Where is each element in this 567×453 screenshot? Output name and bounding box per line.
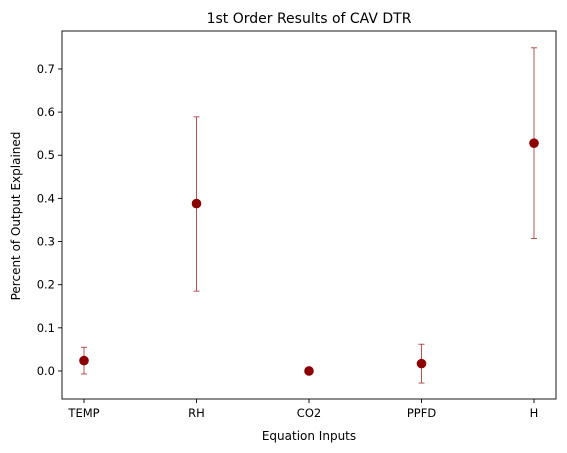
y-tick-label: 0.5	[37, 148, 55, 162]
x-tick-label: RH	[188, 406, 205, 420]
y-tick-label: 0.6	[37, 105, 55, 119]
y-tick-label: 0.1	[37, 321, 55, 335]
y-tick-label: 0.0	[37, 364, 55, 378]
x-tick-label: PPFD	[407, 406, 436, 420]
plot-frame	[61, 30, 557, 400]
data-point	[529, 138, 539, 148]
data-point	[79, 355, 89, 366]
data-point	[416, 358, 427, 369]
data-point	[304, 366, 314, 376]
x-tick-label: H	[530, 406, 539, 420]
y-tick-label: 0.7	[37, 62, 55, 76]
plot-area: 0.0 0.1 0.2 0.3 0.4 0.5 0.6 0.7 TEMP RH CO2 PPFD H	[37, 30, 557, 420]
y-tick-label: 0.2	[37, 278, 55, 292]
data-point	[191, 198, 202, 209]
x-axis-label: Equation Inputs	[262, 429, 356, 443]
y-tick-label: 0.3	[37, 235, 55, 249]
x-tick-label: TEMP	[67, 406, 99, 420]
y-tick-label: 0.4	[37, 191, 55, 205]
chart-title: 1st Order Results of CAV DTR	[207, 11, 412, 27]
y-axis-label: Percent of Output Explained	[9, 132, 23, 301]
x-tick-label: CO2	[297, 406, 321, 420]
